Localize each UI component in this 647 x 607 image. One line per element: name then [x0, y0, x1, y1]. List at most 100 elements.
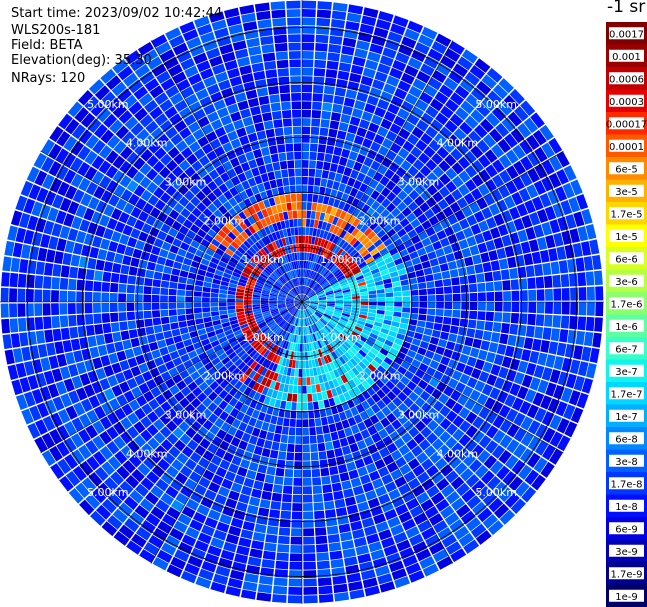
gate-cell [67, 290, 76, 302]
gate-cell [10, 210, 23, 227]
gate-cell [410, 218, 421, 229]
gate-cell [273, 577, 288, 587]
gate-cell [345, 338, 354, 347]
gate-cell [207, 443, 219, 454]
gate-cell [231, 455, 242, 466]
gate-cell [124, 246, 135, 257]
gate-cell [302, 294, 305, 302]
gate-cell [326, 304, 335, 307]
gate-cell [481, 207, 493, 220]
gate-cell [324, 153, 333, 163]
gate-cell [138, 382, 150, 394]
gate-cell [523, 117, 539, 134]
gate-cell [329, 163, 339, 173]
gate-cell [320, 329, 327, 337]
gate-cell [380, 118, 393, 130]
gate-cell [227, 290, 236, 295]
gate-cell [467, 319, 477, 329]
gate-cell [492, 429, 506, 444]
gate-cell [173, 202, 185, 214]
gate-cell [21, 408, 34, 425]
gate-cell [504, 345, 515, 358]
gate-cell [208, 261, 218, 269]
gate-cell [291, 334, 296, 343]
gate-cell [368, 305, 377, 310]
gate-cell [431, 265, 441, 274]
gate-cell [486, 67, 503, 83]
gate-cell [312, 333, 317, 342]
gate-cell [391, 185, 403, 196]
gate-cell [276, 268, 283, 276]
gate-cell [257, 345, 266, 354]
gate-cell [237, 234, 246, 243]
gate-cell [321, 268, 328, 276]
gate-cell [309, 270, 314, 279]
gate-cell [483, 193, 496, 206]
gate-cell [294, 452, 302, 461]
gate-cell [108, 240, 119, 253]
gate-cell [339, 345, 347, 354]
gate-cell [474, 329, 484, 340]
gate-cell [256, 10, 271, 21]
gate-cell [149, 451, 162, 464]
gate-cell [48, 236, 59, 250]
gate-cell [196, 504, 210, 516]
gate-cell [287, 210, 293, 220]
gate-cell [268, 333, 276, 341]
gate-cell [321, 338, 327, 347]
gate-cell [151, 34, 168, 48]
gate-cell [165, 85, 180, 98]
gate-cell [392, 316, 401, 323]
gate-cell [352, 298, 361, 302]
gate-cell [283, 312, 290, 319]
gate-cell [126, 180, 139, 193]
gate-cell [135, 526, 152, 541]
gate-cell [416, 247, 427, 257]
gate-cell [302, 34, 315, 43]
gate-cell [349, 187, 359, 198]
colorbar-tick-bg [609, 72, 644, 85]
gate-cell [230, 436, 241, 447]
gate-cell [131, 386, 143, 399]
gate-cell [87, 370, 99, 383]
gate-cell [413, 332, 423, 341]
gate-cell [125, 474, 140, 489]
gate-cell [274, 315, 282, 322]
gate-cell [388, 161, 400, 173]
gate-cell [489, 227, 501, 239]
gate-cell [290, 279, 296, 288]
gate-cell [302, 377, 307, 386]
gate-cell [440, 356, 451, 366]
gate-cell [278, 152, 287, 162]
gate-cell [223, 451, 234, 463]
gate-cell [523, 337, 534, 350]
gate-cell [257, 384, 265, 394]
gate-cell [343, 299, 352, 302]
gate-cell [91, 170, 105, 185]
gate-cell [431, 388, 443, 400]
gate-cell [434, 91, 449, 105]
gate-cell [313, 68, 326, 77]
gate-cell [183, 359, 194, 369]
gate-cell [197, 23, 213, 36]
gate-cell [388, 488, 401, 501]
gate-cell [431, 40, 448, 55]
gate-cell [60, 327, 71, 340]
gate-cell [298, 327, 301, 335]
gate-cell [363, 7, 379, 18]
gate-cell [384, 481, 397, 493]
gate-cell [556, 151, 570, 168]
gate-cell [336, 367, 344, 376]
gate-cell [419, 295, 428, 302]
gate-cell [177, 513, 192, 526]
gate-cell [499, 333, 509, 345]
gate-cell [344, 327, 353, 334]
gate-cell [362, 67, 376, 79]
gate-cell [394, 88, 408, 100]
gate-cell [383, 111, 396, 123]
gate-cell [455, 381, 466, 394]
colorbar-tick-label: 3e-5 [615, 187, 638, 198]
gate-cell [474, 359, 485, 370]
gate-cell [476, 80, 492, 96]
gate-cell [435, 248, 445, 258]
